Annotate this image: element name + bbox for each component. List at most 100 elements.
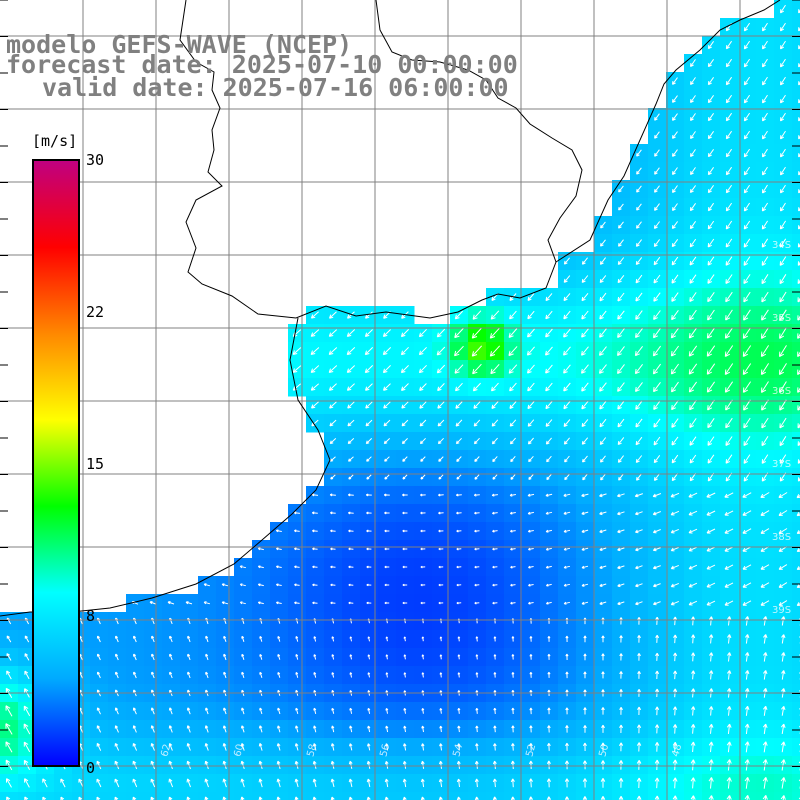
wind-arrow [635,455,643,463]
wind-arrow [402,529,408,533]
wind-arrow [761,454,769,464]
wind-arrow [654,759,660,771]
wind-speed-cell [144,792,163,800]
wind-arrow [779,417,787,429]
wind-arrow [23,723,31,735]
wind-arrow [132,707,137,715]
wind-arrow [565,725,569,733]
wind-arrow [599,292,607,302]
wind-arrow [582,455,588,463]
wind-arrow [563,328,571,338]
wind-arrow [743,238,751,248]
wind-arrow [528,778,534,788]
wind-speed-cell [792,702,800,721]
wind-arrow [223,653,227,661]
wind-arrow [311,493,319,497]
wind-arrow [672,777,678,789]
wind-arrow [492,529,498,533]
wind-arrow [257,583,264,587]
wind-arrow [762,741,768,753]
wind-arrow [671,454,679,464]
wind-arrow [367,743,371,751]
wind-arrow [780,40,786,50]
wind-arrow [652,363,662,375]
wind-arrow [204,743,209,751]
wind-speed-cell [792,504,800,523]
wind-arrow [439,743,443,751]
wind-arrow [150,743,155,751]
wind-arrow [655,652,660,661]
wind-arrow [78,796,83,800]
wind-arrow [510,547,516,551]
wind-arrow [313,707,317,715]
wind-arrow [60,796,65,800]
wind-arrow [5,741,13,753]
wind-arrow [169,635,173,643]
wind-arrow [779,238,787,248]
wind-speed-cell [792,108,800,127]
wind-arrow [132,743,138,751]
wind-speed-cell [612,792,631,800]
wind-speed-cell [792,630,800,649]
wind-arrow [744,759,750,771]
wind-arrow [706,546,716,552]
wind-speed-cell [792,234,800,253]
wind-arrow [382,329,391,337]
wind-arrow [348,760,353,769]
wind-arrow [617,529,625,534]
wind-arrow [798,189,800,194]
wind-arrow [618,760,624,770]
wind-arrow [762,22,768,32]
wind-arrow [779,399,787,411]
wind-arrow [384,547,390,551]
wind-arrow [761,309,769,321]
wind-arrow [599,601,607,605]
wind-arrow [617,511,625,516]
wind-arrow [545,601,552,605]
wind-arrow [581,547,589,551]
wind-arrow [474,760,479,769]
wind-arrow [688,363,698,375]
wind-arrow [581,511,589,515]
wind-arrow [385,743,389,751]
wind-arrow [670,345,680,357]
wind-arrow [563,346,571,356]
wind-arrow [708,741,714,753]
wind-arrow [761,291,769,303]
wind-arrow [599,275,607,284]
wind-arrow [762,148,768,158]
wind-arrow [310,347,320,355]
wind-arrow [328,365,338,373]
wind-arrow [798,171,800,176]
wind-arrow [725,130,733,140]
map-title-model: modelo GEFS-WAVE (NCEP) [6,30,353,59]
wind-arrow [240,760,245,770]
wind-arrow [491,401,499,409]
wind-arrow [493,636,497,642]
wind-arrow [492,565,498,569]
wind-arrow [689,418,697,429]
wind-arrow [455,493,462,497]
wind-arrow [510,760,515,770]
wind-arrow [634,363,643,375]
wind-arrow [726,634,732,644]
wind-arrow [473,437,480,445]
wind-speed-cell [216,792,235,800]
wind-arrow [330,601,336,605]
wind-arrow [421,672,425,678]
wind-arrow [671,274,679,284]
wind-arrow [635,239,642,247]
wind-speed-cell [36,792,55,800]
wind-arrow [600,221,606,229]
wind-arrow [258,743,263,751]
wind-arrow [241,635,245,642]
wind-arrow [636,203,642,211]
wind-arrow [563,547,571,551]
wind-arrow [636,473,642,481]
wind-arrow [275,565,282,569]
wind-arrow [618,777,624,788]
wind-arrow [581,583,589,587]
wind-arrow [797,441,800,447]
wind-arrow [114,778,120,788]
wind-arrow [653,436,661,446]
